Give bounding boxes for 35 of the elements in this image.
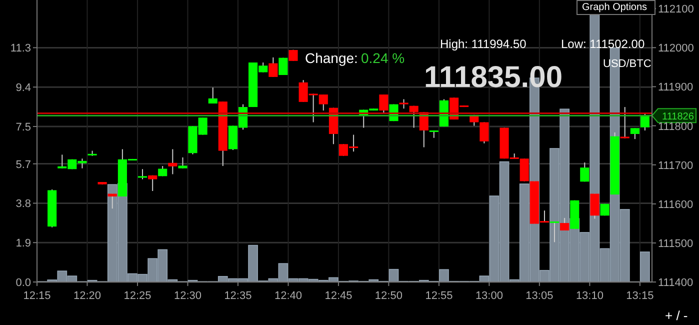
x-tick-label: 13:05 [526,290,554,302]
ref-line-label: 111826 [662,112,694,123]
x-tick-label: 12:20 [73,290,101,302]
y-tick-label: 3.8 [16,198,31,210]
x-tick-label: 12:40 [274,290,302,302]
y2-tick-label: 112000 [658,42,694,55]
y2-tick-label: 112100 [658,4,694,16]
x-tick-label: 12:15 [23,290,51,302]
y2-tick-label: 111600 [658,198,694,211]
y-tick-label: 7.5 [16,121,31,134]
y2-tick-label: 111900 [658,82,694,94]
x-tick-label: 13:00 [475,290,503,302]
x-tick-label: 13:15 [626,290,654,302]
y-tick-label: 11.3 [10,42,31,55]
y2-tick-label: 111400 [658,277,694,289]
y-tick-label: 1.9 [16,238,31,250]
y2-tick-label: 111800 [658,120,694,133]
x-tick-label: 13:10 [576,290,604,302]
y-tick-label: 9.4 [16,82,31,94]
y-tick-label: 5.7 [16,158,31,171]
x-tick-label: 12:25 [124,290,152,302]
x-tick-label: 12:50 [374,290,402,302]
annotation: 0.24 % [361,50,405,66]
x-tick-label: 12:35 [224,290,252,302]
y-tick-label: 0.0 [16,277,31,289]
annotation: 111835.00 [424,61,563,94]
x-tick-label: 12:55 [425,290,453,302]
annotation: Graph Options [582,2,648,13]
text: + / - [665,308,688,323]
annotation: High: 111994.50 [440,37,527,51]
y2-tick-label: 111700 [658,160,694,172]
y2-tick-label: 111500 [658,238,694,250]
annotation: Change: [305,50,358,66]
x-tick-label: 12:30 [174,290,202,302]
x-tick-label: 12:45 [324,290,352,302]
